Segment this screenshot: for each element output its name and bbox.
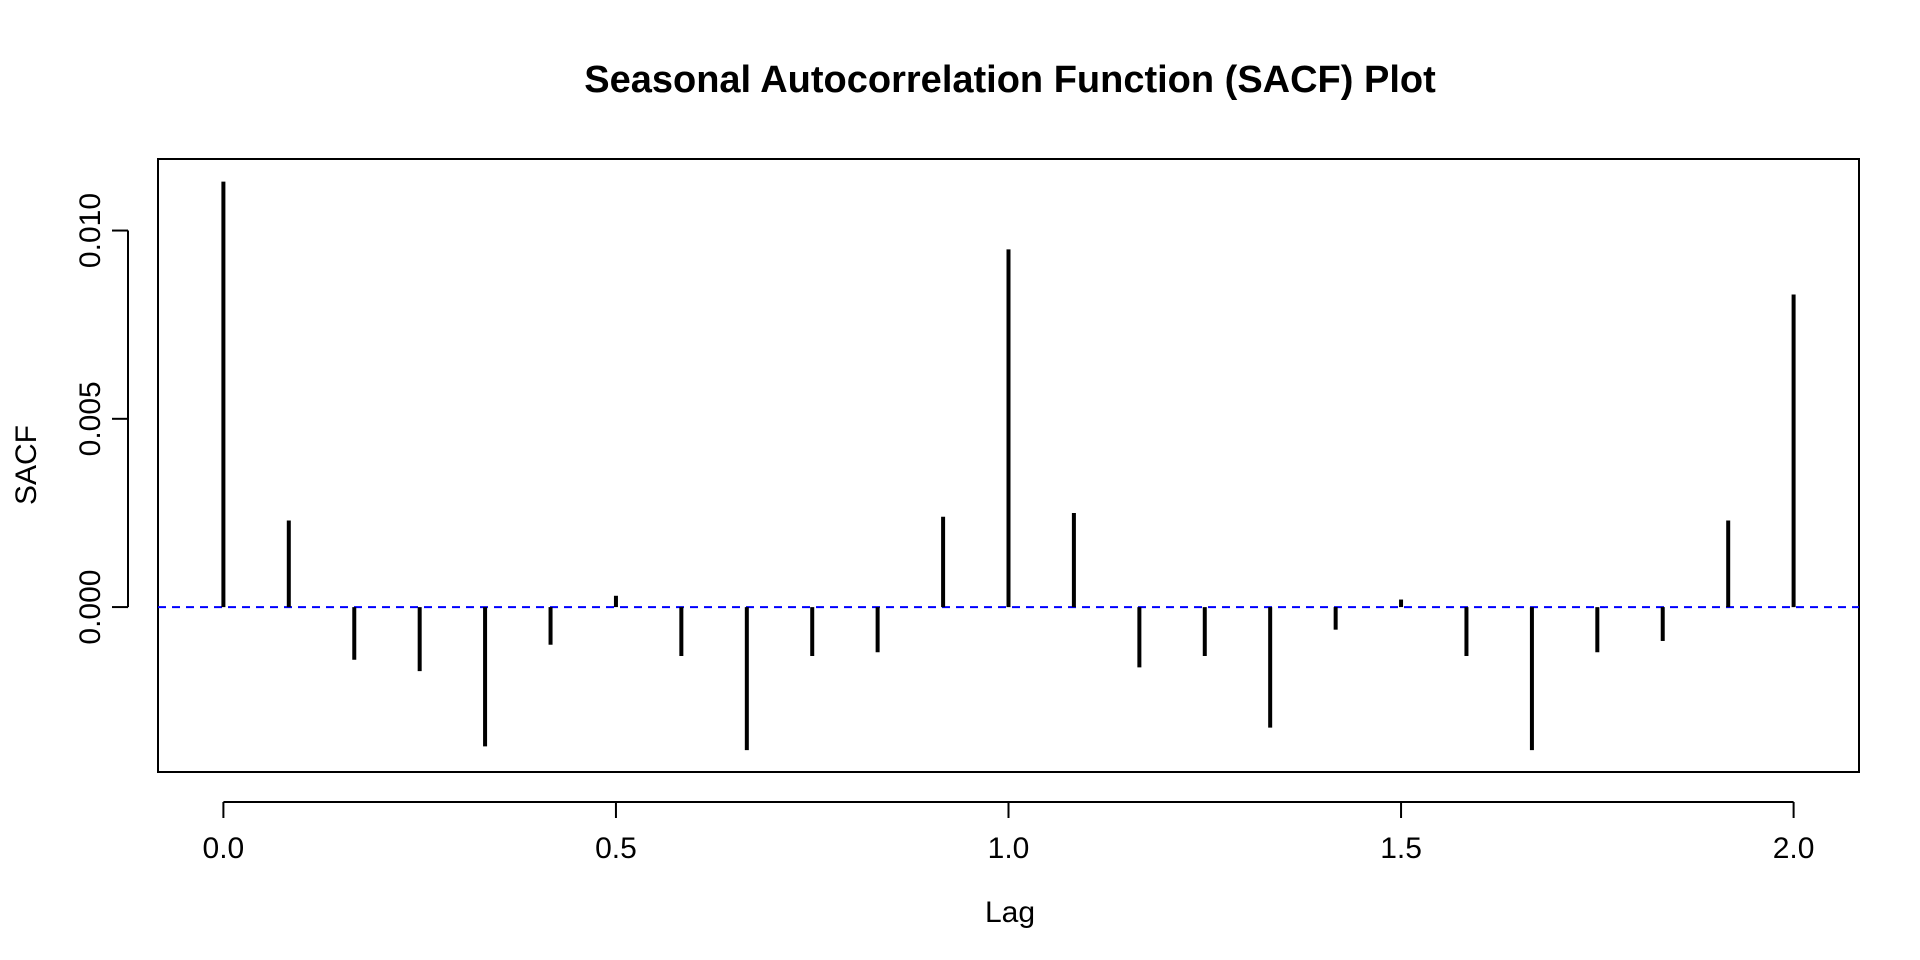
y-tick-label: 0.005: [74, 381, 107, 456]
plot-frame: [157, 158, 1860, 773]
x-tick-label: 1.0: [988, 832, 1030, 865]
sacf-bars: [221, 181, 1796, 751]
x-axis: 0.0 0.5 1.0 1.5 2.0: [203, 801, 1815, 865]
y-tick-label: 0.000: [74, 570, 107, 645]
y-axis-label: SACF: [10, 425, 43, 505]
y-axis: 0.000 0.005 0.010: [74, 193, 129, 645]
chart-title: Seasonal Autocorrelation Function (SACF)…: [584, 59, 1436, 101]
x-tick-label: 1.5: [1380, 832, 1422, 865]
x-tick-label: 2.0: [1773, 832, 1815, 865]
x-tick-label: 0.0: [203, 832, 245, 865]
y-tick-label: 0.010: [74, 193, 107, 268]
x-axis-label: Lag: [985, 896, 1035, 929]
x-tick-label: 0.5: [595, 832, 637, 865]
